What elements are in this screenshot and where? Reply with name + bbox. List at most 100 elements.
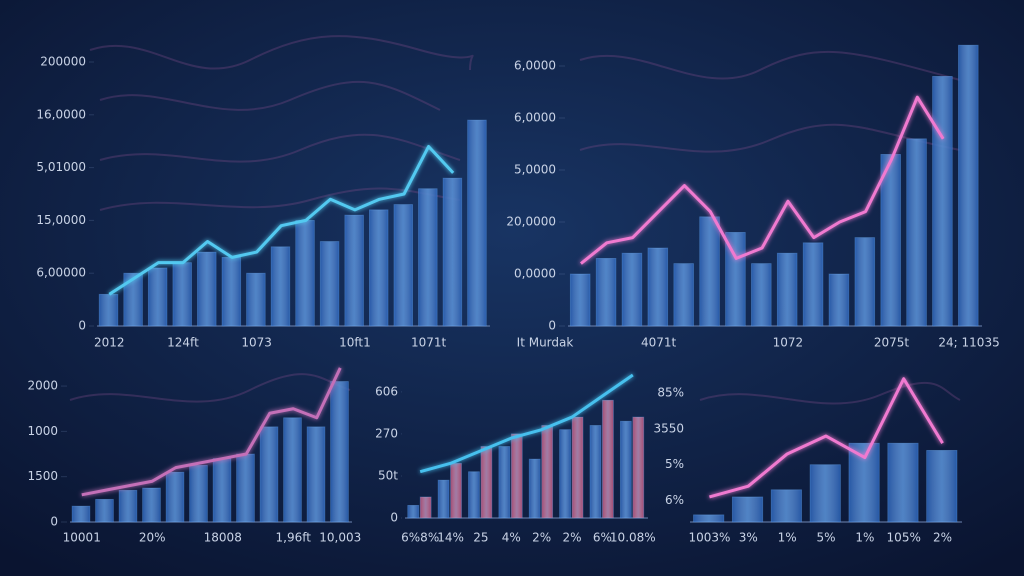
bar-shine — [932, 76, 953, 327]
bar-shine — [393, 204, 413, 326]
x-tick-label: 4% — [502, 531, 521, 545]
x-tick-label: 5% — [816, 531, 835, 545]
bar-shine — [673, 263, 694, 326]
bar-shine — [307, 426, 325, 522]
bar-shine — [854, 237, 875, 326]
bar-shine — [213, 458, 231, 522]
wave — [579, 50, 961, 81]
bar-shine — [620, 421, 632, 518]
y-tick-label: 6,0000 — [514, 111, 556, 125]
y-tick-label: 1000 — [27, 424, 58, 438]
wave — [99, 80, 441, 111]
y-tick-label: 16,0000 — [36, 107, 86, 121]
x-tick-label: 1071t — [411, 336, 447, 350]
bar-shine — [699, 216, 720, 326]
bar-shine — [283, 417, 302, 522]
bar-shine — [810, 464, 841, 522]
x-tick-label: 2012 — [94, 336, 125, 350]
bar-shine — [222, 257, 241, 326]
x-tick-label: 10001 — [63, 531, 101, 545]
y-tick-label: 50t — [378, 468, 398, 482]
x-tick-label: 2075t — [874, 336, 910, 350]
bar-shine — [260, 426, 278, 522]
wave — [99, 133, 461, 163]
bar-shine — [732, 496, 763, 522]
x-tick-label: 3% — [739, 531, 758, 545]
y-tick-label: 5,0000 — [514, 163, 556, 177]
bar-shine — [803, 242, 823, 326]
bar-shine — [880, 154, 901, 326]
bar-shine — [344, 215, 364, 326]
bar-shine — [570, 274, 591, 326]
line-series — [108, 144, 455, 296]
bar-shine — [829, 274, 849, 326]
bar-shine — [407, 505, 419, 518]
x-tick-label: 6%8% — [401, 531, 439, 545]
y-tick-label: 0,0000 — [514, 267, 556, 281]
x-tick-label: 20% — [139, 531, 166, 545]
wave — [579, 123, 961, 153]
bar-shine — [693, 514, 724, 522]
y-tick-label: 0 — [50, 515, 58, 529]
bar-shine — [511, 433, 523, 518]
line-series — [419, 373, 634, 474]
bar-shine — [771, 489, 802, 522]
x-tick-label: 124ft — [167, 336, 199, 350]
y-tick-label: 6,0000 — [514, 59, 556, 73]
bar-shine — [529, 459, 541, 518]
wave — [89, 35, 474, 71]
bar-shine — [887, 443, 919, 522]
y-tick-label: 15,0000 — [36, 213, 86, 227]
bar-shine — [72, 506, 90, 522]
bar-shine — [99, 294, 118, 326]
bar-shine — [541, 425, 553, 518]
x-tick-label: 1073 — [241, 336, 272, 350]
x-tick-label: 1,96ft — [276, 531, 312, 545]
x-tick-label: 1% — [855, 531, 874, 545]
y-tick-label: 6% — [665, 493, 684, 507]
wave — [69, 373, 351, 403]
chart: 0 0,0000 20,0000 5,0000 6,0000 6,0000 4071t 107… — [506, 44, 1000, 350]
bar-shine — [271, 246, 290, 326]
y-tick-label: 1500 — [27, 469, 58, 483]
y-tick-label: 0 — [78, 319, 86, 333]
bar-shine — [246, 273, 266, 326]
x-tick-label: 10ft1 — [339, 336, 371, 350]
x-tick-label: 24; 11035 — [938, 336, 999, 350]
bar-shine — [602, 400, 614, 518]
x-tick-label: 18008 — [204, 531, 242, 545]
chart: 0 1500 1000 2000 10001 20% 18008 1,96ft 10,003 — [27, 367, 361, 545]
bar-shine — [468, 471, 480, 518]
bar-shine — [467, 120, 487, 326]
x-tick-label: 1072 — [773, 336, 804, 350]
line-series — [579, 95, 945, 265]
bar-shine — [95, 499, 114, 522]
bar-shine — [589, 425, 601, 518]
bar-shine — [236, 454, 255, 522]
y-tick-label: 200000 — [40, 55, 86, 69]
bar-shine — [926, 450, 958, 522]
bar-shine — [123, 273, 143, 326]
y-tick-label: 6,00000 — [36, 266, 86, 280]
y-tick-label: 85% — [657, 386, 684, 400]
bar-shine — [166, 472, 184, 522]
x-tick-label: 10,003 — [319, 531, 361, 545]
bar-shine — [848, 443, 880, 522]
bar-shine — [622, 253, 642, 326]
x-tick-label: 4071t — [641, 336, 677, 350]
bar-shine — [438, 480, 450, 518]
chart: 0 6,00000 15,0000 5,01000 16,0000 200000 2012 1… — [36, 55, 490, 350]
y-tick-label: 0 — [390, 511, 398, 525]
bar-shine — [148, 267, 167, 326]
y-tick-label: 5,01000 — [36, 160, 86, 174]
y-tick-label: 270 — [375, 426, 398, 440]
chart: 0 50t 270 606 6%8%14% 25 4% 2% 2% 6%10.08% — [375, 373, 656, 545]
bar-shine — [647, 248, 668, 326]
bar-shine — [172, 262, 192, 326]
y-tick-label: 5% — [665, 457, 684, 471]
bar-shine — [751, 263, 772, 326]
line-series — [709, 377, 944, 499]
bar-shine — [420, 496, 432, 518]
bar-shine — [320, 241, 339, 326]
